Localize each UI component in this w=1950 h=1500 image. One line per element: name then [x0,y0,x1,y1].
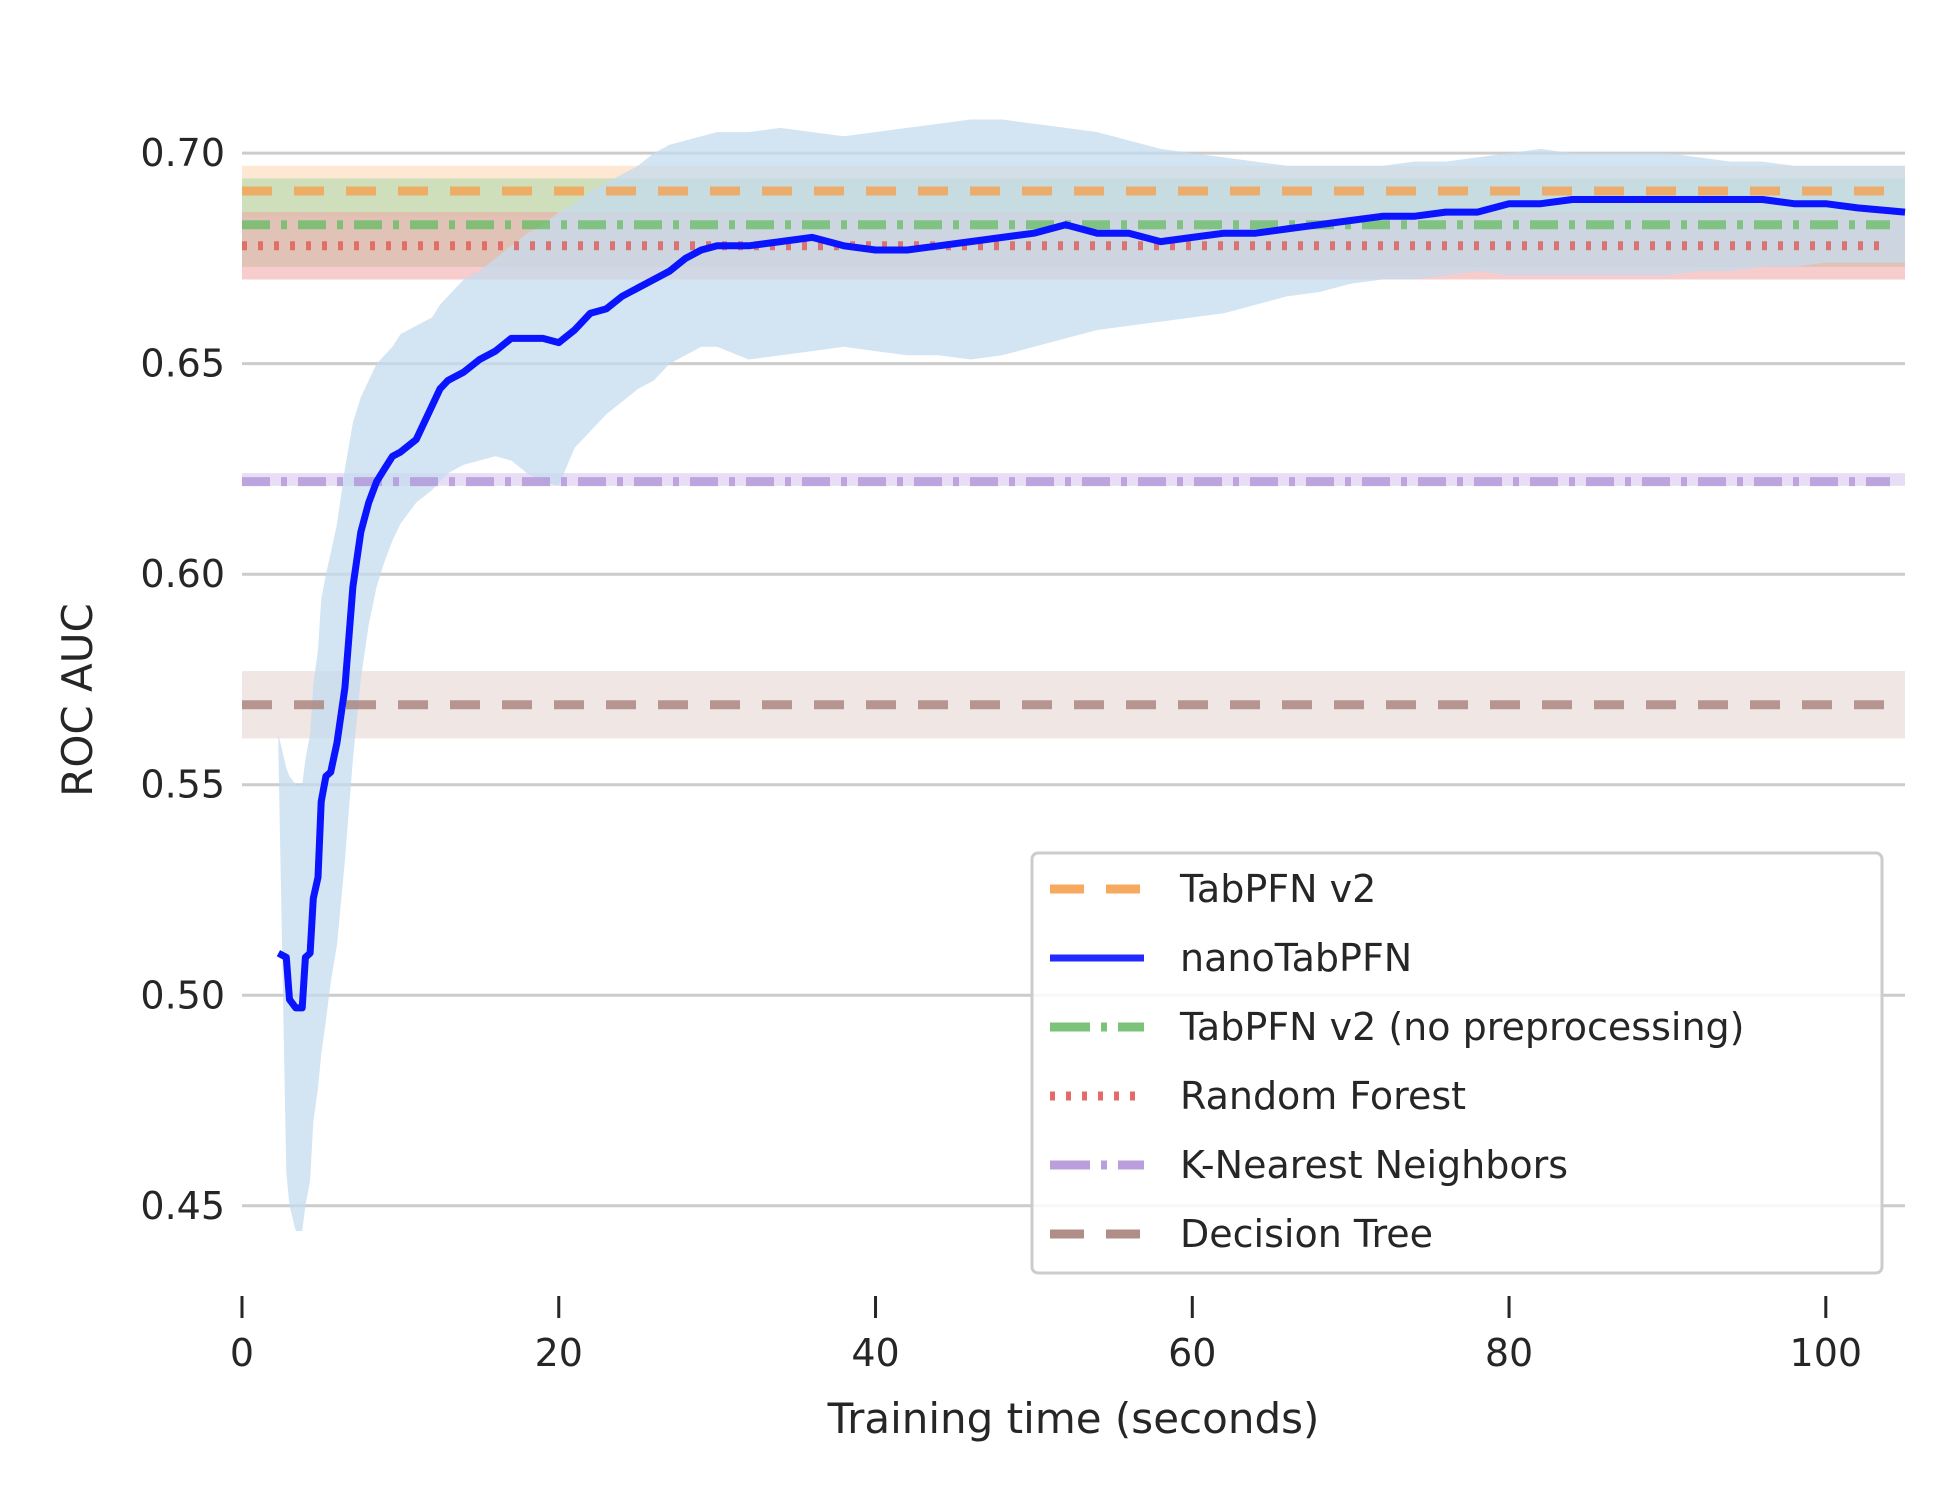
x-tick-label: 40 [851,1331,899,1375]
y-tick-label: 0.45 [140,1184,225,1228]
series-confidence-band [278,119,1905,1232]
axes: 0.45 0.50 0.55 0.60 0.65 0.70 0 20 40 60 80 100 [140,131,1862,1375]
x-tick-label: 80 [1485,1331,1533,1375]
y-tick-label: 0.70 [140,131,225,175]
y-tick-label: 0.55 [140,763,225,807]
y-axis-label: ROC AUC [53,603,102,797]
y-tick-label: 0.65 [140,342,225,386]
x-tick-label: 60 [1168,1331,1216,1375]
x-axis-label: Training time (seconds) [827,1394,1320,1443]
legend-label: TabPFN v2 [1179,867,1376,911]
legend-label: nanoTabPFN [1180,936,1412,980]
legend-label: Decision Tree [1180,1212,1433,1256]
legend: TabPFN v2 nanoTabPFN TabPFN v2 (no preproc… [1030,851,1884,1275]
x-tick-label: 100 [1790,1331,1863,1375]
x-tick-label: 0 [230,1331,254,1375]
y-tick-label: 0.50 [140,973,225,1017]
x-tick-label: 20 [535,1331,583,1375]
legend-label: K-Nearest Neighbors [1180,1143,1568,1187]
legend-box [1030,851,1884,1275]
confidence-bands [242,119,1905,1232]
legend-label: Random Forest [1180,1074,1466,1118]
y-tick-label: 0.60 [140,552,225,596]
legend-label: TabPFN v2 (no preprocessing) [1179,1005,1745,1049]
series-line [276,196,1906,1012]
series [276,196,1906,1012]
